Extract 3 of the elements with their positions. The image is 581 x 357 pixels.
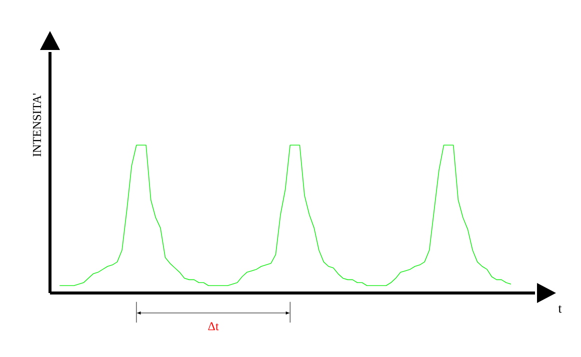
y-axis-title: INTENSITA' [32,94,42,156]
text: Δt [208,322,219,330]
x-axis-title: t [558,305,562,313]
